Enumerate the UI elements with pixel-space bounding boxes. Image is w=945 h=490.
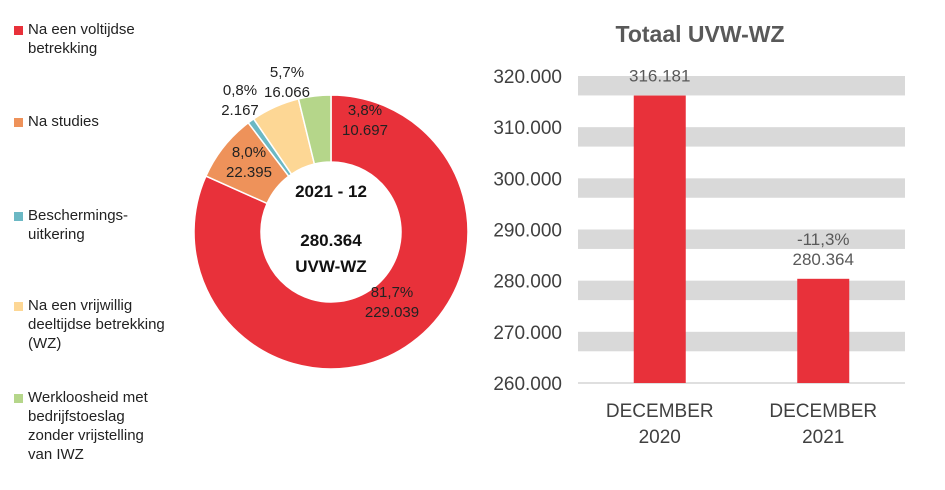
grid-band [578,280,905,301]
legend-swatch [14,118,23,127]
x-tick-label: 2021 [802,427,844,448]
donut-slice-value-label: 22.395 [226,164,272,181]
donut-slice-pct-label: 5,7% [270,64,304,81]
legend-label: Na een voltijdse betrekking [28,21,135,57]
donut-slice-value-label: 16.066 [264,84,310,101]
y-tick-label: 320.000 [493,67,562,88]
donut-slice-pct-label: 3,8% [348,102,382,119]
grid-band [578,229,905,249]
bar-change-label: -11,3% [797,230,850,249]
grid-band [578,178,905,198]
x-tick-label: 2020 [639,427,681,448]
legend-item: Beschermings- uitkering [14,206,128,244]
bar-chart: 260.000 270.000 280.000 290.000 300.000 310.0… [493,67,905,448]
y-tick-label: 280.000 [493,272,562,293]
donut-center-label-period: 2021 - 12 [295,182,367,201]
bar [797,278,850,383]
grid-band [578,127,905,147]
donut-chart: 81,7% 229.039 8,0% 22.395 0,8% 2.167 5,7% 16.06… [193,64,469,370]
donut-slice-pct-label: 8,0% [232,144,266,161]
donut-slice-value-label: 229.039 [365,304,419,321]
legend-swatch [14,394,23,403]
bar-value-label: 316.181 [629,67,690,86]
grid-band [578,331,905,352]
legend-swatch [14,212,23,221]
x-tick-label: DECEMBER [606,401,714,422]
donut-slice-pct-label: 0,8% [223,82,257,99]
y-tick-label: 290.000 [493,221,562,242]
bar [633,95,686,383]
donut-slice-pct-label: 81,7% [371,284,414,301]
legend-label: Beschermings- uitkering [28,207,129,243]
donut-slice-value-label: 2.167 [221,102,259,119]
donut-slice-value-label: 10.697 [342,122,388,139]
legend-label: Werkloosheid met bedrijfstoeslag zonder … [28,389,148,463]
legend-swatch [14,26,23,35]
y-tick-label: 270.000 [493,323,562,344]
legend-item: Na een voltijdse betrekking [14,20,135,58]
x-tick-label: DECEMBER [769,401,877,422]
y-tick-label: 310.000 [493,118,562,139]
bar-value-label: 280.364 [793,250,854,269]
bar-chart-title: Totaal UVW-WZ [615,21,784,47]
y-tick-label: 300.000 [493,169,562,190]
donut-center-label-total: 280.364 [300,231,362,250]
legend-label: Na studies [28,113,99,130]
donut-slice [297,94,332,165]
y-tick-label: 260.000 [493,374,562,395]
grid-band [578,76,905,96]
legend-item: Na studies [14,112,99,131]
legend-swatch [14,302,23,311]
donut-slice [193,94,469,370]
legend-label: Na een vrijwillig deeltijdse betrekking … [28,297,165,352]
legend-item: Werkloosheid met bedrijfstoeslag zonder … [14,388,148,464]
donut-center-label-name: UVW-WZ [295,257,366,276]
legend-item: Na een vrijwillig deeltijdse betrekking … [14,296,165,353]
